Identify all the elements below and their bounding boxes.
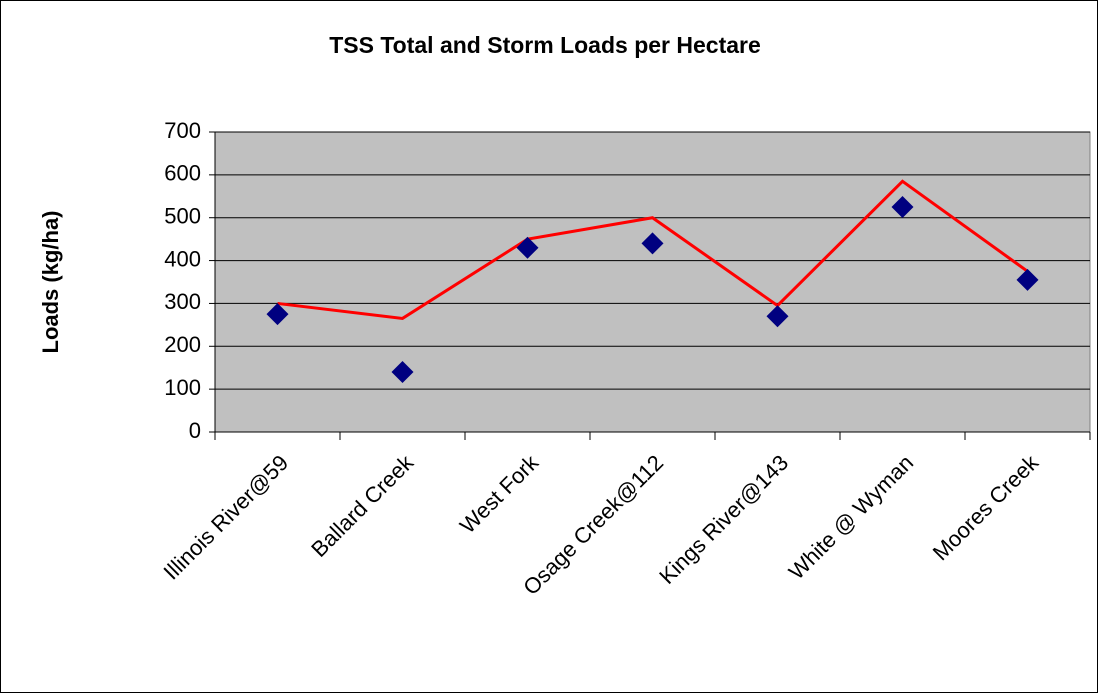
series-line: [277, 179, 1029, 320]
y-tick-label: 400: [164, 246, 201, 271]
marker: [641, 232, 664, 255]
marker: [391, 361, 414, 383]
y-tick-label: 700: [164, 118, 201, 143]
marker: [1016, 268, 1039, 291]
y-axis-label: Loads (kg/ha): [38, 210, 63, 353]
y-tick-label: 200: [164, 332, 201, 357]
y-tick-label: 0: [189, 418, 201, 443]
marker: [266, 303, 289, 326]
plot-area: [214, 131, 1091, 433]
y-tick-label: 600: [164, 161, 201, 186]
y-tick-label: 100: [164, 375, 201, 400]
marker: [516, 236, 539, 259]
marker: [891, 196, 914, 218]
y-tick-label: 300: [164, 289, 201, 314]
marker: [766, 305, 789, 328]
y-tick-label: 500: [164, 204, 201, 229]
chart-title: TSS Total and Storm Loads per Hectare: [329, 32, 761, 58]
